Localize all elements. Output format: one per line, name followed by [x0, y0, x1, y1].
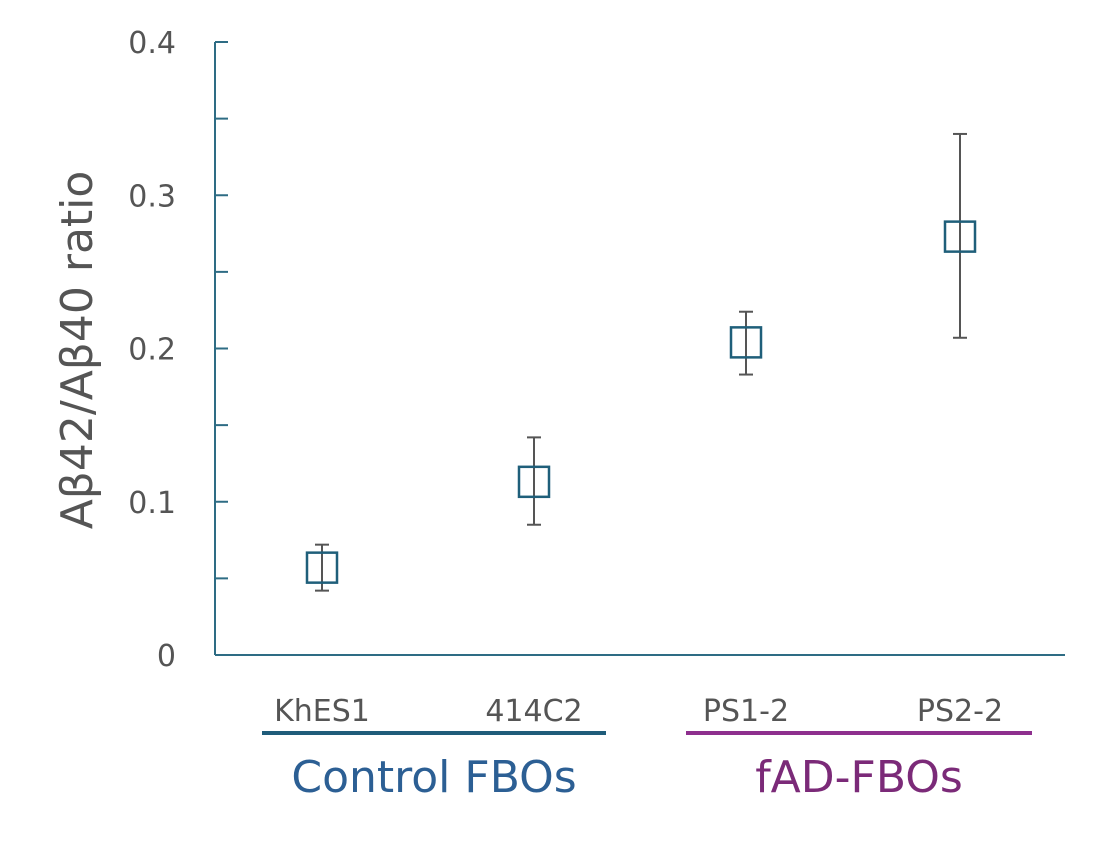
group-label: fAD-FBOs [755, 752, 963, 803]
category-label: 414C2 [485, 694, 582, 729]
data-point-KhES1 [305, 551, 339, 584]
axes: 0 0.1 0.2 0.3 0.4 [128, 26, 1065, 674]
y-axis-label: Aβ42/Aβ40 ratio [52, 171, 103, 530]
category-labels: KhES1 414C2 PS1-2 PS2-2 [274, 694, 1003, 729]
y-tick-label: 0.2 [128, 333, 176, 368]
group-label: Control FBOs [291, 752, 576, 803]
group-labels: Control FBOs fAD-FBOs [262, 731, 1032, 803]
category-label: KhES1 [274, 694, 370, 729]
data-point-PS2-2 [943, 220, 977, 253]
y-tick-label: 0 [157, 639, 176, 674]
category-label: PS2-2 [917, 694, 1003, 729]
data-point-414C2 [517, 465, 551, 499]
data-point-PS1-2 [729, 326, 763, 359]
category-label: PS1-2 [703, 694, 789, 729]
y-tick-label: 0.1 [128, 486, 176, 521]
data-marks [305, 132, 977, 592]
y-tick-label: 0.4 [128, 26, 176, 61]
y-tick-label: 0.3 [128, 179, 176, 214]
